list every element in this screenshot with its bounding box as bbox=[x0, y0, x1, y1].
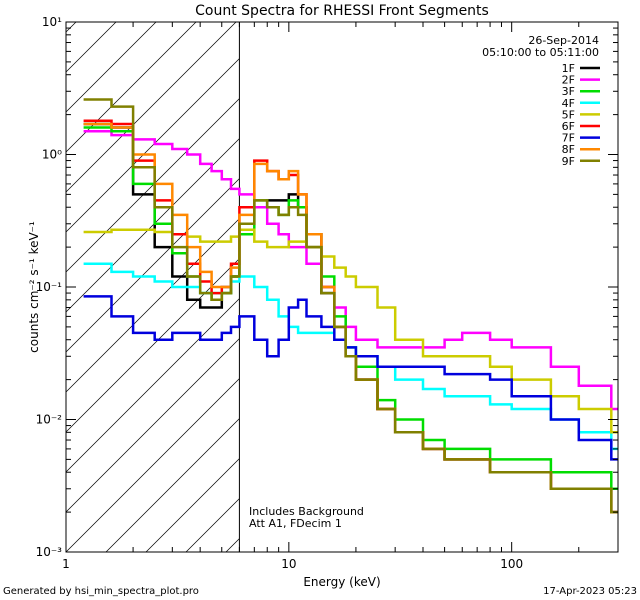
hatch-stroke bbox=[145, 458, 240, 552]
legend-date: 26-Sep-2014 bbox=[528, 34, 599, 47]
y-axis-label: counts cm⁻² s⁻¹ keV⁻¹ bbox=[27, 221, 41, 353]
hatch-stroke bbox=[105, 418, 240, 552]
generated-by-label: Generated by hsi_min_spectra_plot.pro bbox=[3, 586, 199, 597]
series-4F bbox=[83, 262, 618, 451]
series-layer bbox=[83, 98, 618, 514]
hatch-stroke bbox=[66, 218, 240, 393]
legend-label-8F: 8F bbox=[562, 143, 575, 156]
hatch-stroke bbox=[66, 22, 197, 153]
legend-label-9F: 9F bbox=[562, 155, 575, 168]
series-5F bbox=[83, 228, 618, 434]
legend-label-2F: 2F bbox=[562, 74, 575, 87]
hatch-stroke bbox=[66, 58, 240, 233]
series-3F bbox=[83, 126, 618, 491]
legend-label-5F: 5F bbox=[562, 108, 575, 121]
y-tick-label: 10⁻² bbox=[36, 413, 63, 427]
y-tick-label: 10⁰ bbox=[42, 148, 62, 162]
hatch-stroke bbox=[66, 178, 240, 353]
legend-label-3F: 3F bbox=[562, 85, 575, 98]
x-tick-label: 100 bbox=[500, 557, 523, 571]
annotation-attenuator: Att A1, FDecim 1 bbox=[249, 517, 342, 530]
y-tick-label: 10⁻¹ bbox=[36, 280, 63, 294]
series-7F bbox=[83, 295, 618, 461]
annotation-background: Includes Background bbox=[249, 505, 364, 518]
series-6F bbox=[83, 119, 618, 514]
legend-label-1F: 1F bbox=[562, 62, 575, 75]
chart-title: Count Spectra for RHESSI Front Segments bbox=[195, 3, 489, 19]
x-tick-label: 1 bbox=[62, 557, 70, 571]
series-2F bbox=[83, 129, 618, 411]
legend-label-6F: 6F bbox=[562, 120, 575, 133]
legend-label-4F: 4F bbox=[562, 97, 575, 110]
hatch-stroke bbox=[66, 22, 237, 193]
axis-ticks bbox=[65, 21, 619, 553]
series-9F bbox=[83, 98, 618, 514]
timestamp-label: 17-Apr-2023 05:23 bbox=[543, 586, 637, 597]
attenuator-hatch-region bbox=[66, 22, 240, 552]
legend-label-7F: 7F bbox=[562, 132, 575, 145]
axis-tick-labels: 1 10 100 10⁻³ 10⁻² 10⁻¹ 10⁰ 10¹ bbox=[36, 15, 524, 571]
hatch-stroke bbox=[66, 98, 240, 273]
x-axis-label: Energy (keV) bbox=[303, 575, 380, 589]
y-tick-label: 10⁻³ bbox=[36, 545, 63, 559]
x-tick-label: 10 bbox=[281, 557, 296, 571]
hatch-stroke bbox=[66, 338, 240, 513]
hatch-stroke bbox=[66, 138, 240, 313]
hatch-stroke bbox=[66, 22, 157, 113]
y-tick-label: 10¹ bbox=[42, 15, 62, 29]
legend-time-range: 05:10:00 to 05:11:00 bbox=[482, 46, 599, 59]
hatch-stroke bbox=[66, 378, 240, 552]
hatch-stroke bbox=[66, 298, 240, 473]
